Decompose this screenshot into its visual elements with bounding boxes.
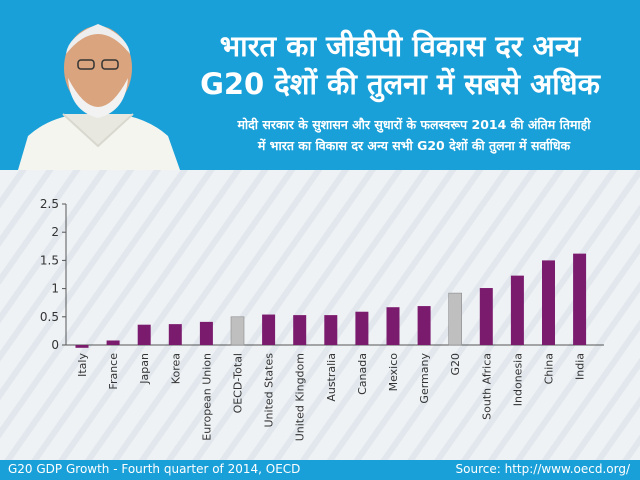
bar-oecd-total: [230, 316, 245, 346]
subtitle-line-2: में भारत का विकास दर अन्य सभी G20 देशों …: [257, 138, 571, 153]
bar-japan: [137, 324, 151, 345]
footer-source: Source: http://www.oecd.org/: [455, 462, 630, 476]
chart-area: 0 0.5 1 1.5 2 2.5 Italy France Japan Korea Europea…: [0, 170, 640, 460]
x-tick-label: Germany: [418, 353, 431, 404]
footer-caption: G20 GDP Growth - Fourth quarter of 2014,…: [8, 462, 301, 476]
x-tick-label: Italy: [76, 353, 89, 377]
x-tick-label: India: [574, 353, 587, 380]
y-tick-label: 1: [51, 282, 59, 296]
x-tick-label: Australia: [325, 353, 338, 402]
x-tick-label: United Kingdom: [294, 353, 307, 441]
bar-korea: [168, 324, 182, 345]
gdp-bar-chart: 0 0.5 1 1.5 2 2.5 Italy France Japan Korea Europea…: [40, 197, 604, 441]
bar-south-africa: [479, 288, 493, 345]
x-tick-label: Japan: [138, 353, 151, 385]
bar-g20: [448, 292, 463, 346]
x-tick-label: Canada: [356, 353, 369, 395]
bar-mexico: [386, 307, 400, 345]
footer-bar: G20 GDP Growth - Fourth quarter of 2014,…: [0, 460, 640, 480]
portrait-image: [18, 24, 180, 170]
bar-china: [542, 260, 555, 345]
y-tick-label: 0.5: [40, 310, 59, 324]
bar-european-union: [199, 321, 213, 345]
bar-indonesia: [510, 275, 524, 345]
bar-australia: [324, 315, 338, 345]
x-tick-label: China: [543, 353, 556, 384]
title-line-2: G20 देशों की तुलना में सबसे अधिक: [200, 67, 600, 101]
y-tick-label: 1.5: [40, 253, 59, 267]
x-tick-label: OECD-Total: [232, 353, 245, 413]
x-tick-label: G20: [449, 353, 462, 376]
x-tick-label: South Africa: [480, 353, 493, 420]
x-tick-label: Indonesia: [511, 353, 524, 406]
y-tick-label: 2: [51, 225, 59, 239]
x-tick-label: United States: [263, 353, 276, 428]
bar-united-kingdom: [293, 315, 307, 345]
bar-france: [106, 340, 120, 345]
subtitle-line-1: मोदी सरकार के सुशासन और सुधारों के फलस्व…: [237, 117, 591, 132]
x-tick-label: France: [107, 353, 120, 390]
title-line-1: भारत का जीडीपी विकास दर अन्य: [219, 29, 581, 63]
bar-united-states: [262, 314, 276, 345]
bar-india: [573, 253, 587, 345]
bar-italy: [75, 345, 89, 348]
x-tick-label: Mexico: [387, 353, 400, 392]
x-tick-label: Korea: [169, 353, 182, 384]
header-banner: भारत का जीडीपी विकास दर अन्य G20 देशों क…: [0, 0, 640, 170]
y-tick-label: 2.5: [40, 197, 59, 211]
bar-germany: [417, 306, 431, 345]
bar-canada: [355, 311, 369, 345]
y-tick-label: 0: [51, 338, 59, 352]
x-tick-label: European Union: [200, 353, 213, 441]
